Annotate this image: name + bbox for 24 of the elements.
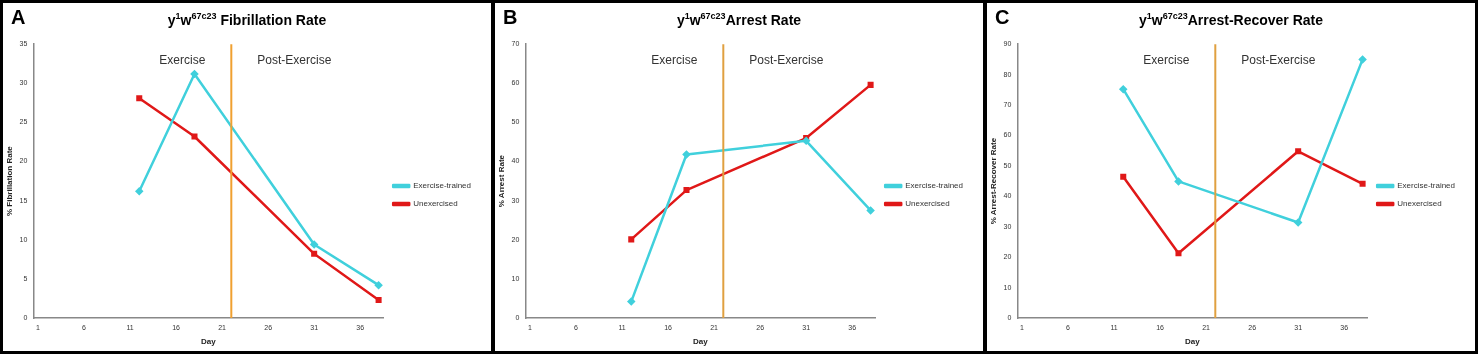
legend-label: Exercise-trained — [413, 181, 472, 191]
annotation: Exercise — [1143, 52, 1190, 67]
chart-title: y$^{1}$w$^{67c23}$ Fibrillation Rate — [167, 11, 327, 28]
annotation: Post-Exercise — [257, 52, 332, 67]
text: B — [503, 6, 518, 29]
legend-label: Exercise-trained — [905, 181, 964, 191]
text: A — [11, 6, 26, 29]
legend-label: Unexercised — [1397, 199, 1442, 209]
y-axis-title: % Fibrillation Rate — [5, 145, 14, 216]
chart-title: y$^{1}$w$^{67c23}$Arrest-Recover Rate — [1138, 11, 1324, 28]
legend-label: Unexercised — [905, 199, 950, 209]
legend-label: Exercise-trained — [1397, 181, 1456, 191]
chart-title: y$^{1}$w$^{67c23}$Arrest Rate — [676, 11, 802, 28]
annotation: Post-Exercise — [749, 52, 824, 67]
y-axis-title: % Arrest-Recover Rate — [989, 137, 998, 225]
annotation: Post-Exercise — [1241, 52, 1316, 67]
annotation: Exercise — [159, 52, 206, 67]
x-axis-title: Day — [692, 337, 709, 347]
y-axis-title: % Arrest Rate — [497, 154, 506, 208]
x-axis-title: Day — [1184, 337, 1201, 347]
text: C — [995, 6, 1010, 29]
annotation: Exercise — [651, 52, 698, 67]
legend-label: Unexercised — [413, 199, 458, 209]
x-axis-title: Day — [200, 337, 217, 347]
